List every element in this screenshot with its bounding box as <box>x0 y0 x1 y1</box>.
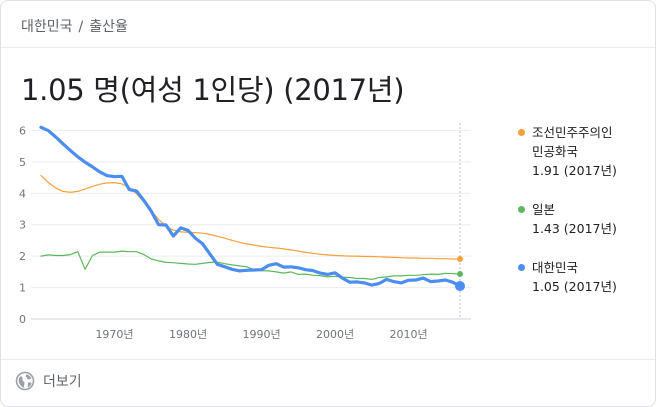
legend-item-japan[interactable]: 일본 1.43 (2017년) <box>515 200 650 238</box>
series-endpoint-1[interactable] <box>457 271 463 278</box>
breadcrumb-country[interactable]: 대한민국 <box>21 19 73 35</box>
breadcrumb: 대한민국 / 출산율 <box>21 16 128 36</box>
x-tick-label: 1990년 <box>242 328 280 341</box>
series-endpoint-2[interactable] <box>455 281 465 291</box>
breadcrumb-separator: / <box>78 19 84 35</box>
series-line-0[interactable] <box>40 174 461 260</box>
legend-name: 일본 <box>532 202 556 217</box>
legend-name: 대한민국 <box>532 260 579 275</box>
y-tick-label: 1 <box>19 282 26 295</box>
legend-dot-japan <box>518 206 525 213</box>
breadcrumb-topic: 출산율 <box>89 19 128 35</box>
legend-item-north-korea[interactable]: 조선민주주의인 민공화국 1.91 (2017년) <box>515 123 650 181</box>
legend-dot-north-korea <box>518 129 525 136</box>
x-tick-label: 1970년 <box>95 328 133 341</box>
series-line-1[interactable] <box>40 250 461 280</box>
legend-item-south-korea[interactable]: 대한민국 1.05 (2017년) <box>515 258 650 296</box>
y-tick-label: 5 <box>19 156 26 169</box>
footer-divider <box>1 359 655 360</box>
globe-icon <box>15 371 35 391</box>
x-tick-label: 1980년 <box>169 328 207 341</box>
y-tick-label: 0 <box>19 313 26 326</box>
more-label: 더보기 <box>43 374 82 390</box>
more-link[interactable]: 더보기 <box>15 371 82 391</box>
y-tick-label: 4 <box>19 187 26 200</box>
header-divider <box>1 47 655 48</box>
legend-value: 1.05 (2017년) <box>532 279 617 294</box>
legend-name-line2: 민공화국 <box>532 144 579 159</box>
legend-value: 1.91 (2017년) <box>532 163 617 178</box>
series-endpoint-0[interactable] <box>457 255 463 262</box>
x-tick-label: 2010년 <box>389 328 427 341</box>
y-tick-label: 6 <box>19 124 26 137</box>
x-tick-label: 2000년 <box>316 328 354 341</box>
legend-dot-south-korea <box>518 264 525 271</box>
legend-value: 1.43 (2017년) <box>532 221 617 236</box>
chart-legend: 조선민주주의인 민공화국 1.91 (2017년) 일본 1.43 (2017년… <box>515 123 650 296</box>
fertility-line-chart[interactable]: 0 1 2 3 4 5 6 1970년 1980년 1990년 2000년 2010년 <box>1 111 501 351</box>
headline-value: 1.05 명(여성 1인당) (2017년) <box>21 73 405 107</box>
series-line-2[interactable] <box>39 125 462 288</box>
y-tick-label: 3 <box>19 219 26 232</box>
y-tick-label: 2 <box>19 250 26 263</box>
legend-name-line1: 조선민주주의인 <box>532 125 613 140</box>
